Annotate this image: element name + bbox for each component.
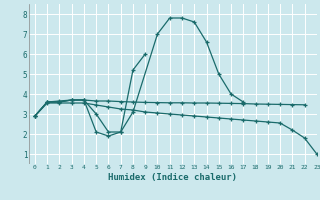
X-axis label: Humidex (Indice chaleur): Humidex (Indice chaleur)	[108, 173, 237, 182]
